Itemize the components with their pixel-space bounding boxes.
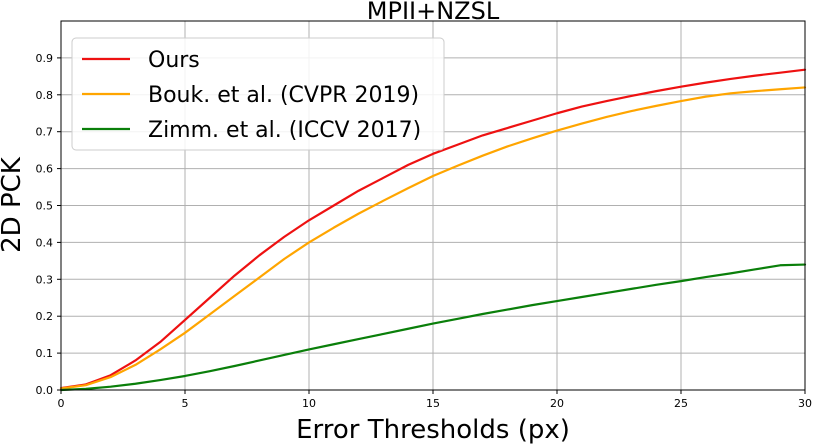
x-tick-label: 30	[798, 397, 812, 410]
x-tick-label: 25	[674, 397, 688, 410]
y-tick-label: 0.5	[36, 200, 54, 213]
legend-label: Ours	[148, 48, 200, 73]
y-tick-label: 0.4	[36, 236, 54, 249]
x-tick-label: 0	[58, 397, 65, 410]
x-tick-label: 10	[302, 397, 316, 410]
series-line-2	[59, 263, 807, 392]
y-tick-label: 0.6	[36, 163, 54, 176]
x-axis-label: Error Thresholds (px)	[296, 415, 570, 444]
y-tick-label: 0.9	[36, 52, 54, 65]
y-tick-label: 0.0	[36, 384, 54, 397]
y-tick-label: 0.1	[36, 347, 54, 360]
axis-ticks: 0 5 10 15 20 25 30 0.0 0.1 0.2 0.3 0.4 0.5 0.6 0.7 0.8 0…	[36, 52, 813, 410]
legend-box	[71, 37, 445, 151]
y-tick-label: 0.2	[36, 310, 54, 323]
y-axis-label: 2D PCK	[0, 156, 27, 253]
series-lines	[59, 68, 807, 392]
y-tick-label: 0.8	[36, 89, 54, 102]
legend-label: Bouk. et al. (CVPR 2019)	[148, 83, 419, 108]
x-tick-label: 5	[182, 397, 189, 410]
y-tick-label: 0.3	[36, 273, 54, 286]
legend-label: Zimm. et al. (ICCV 2017)	[148, 118, 421, 143]
x-tick-label: 15	[426, 397, 440, 410]
series-line-0	[59, 68, 807, 390]
legend: Ours Bouk. et al. (CVPR 2019) Zimm. et al.…	[71, 37, 445, 151]
x-tick-label: 20	[550, 397, 564, 410]
y-tick-label: 0.7	[36, 126, 54, 139]
chart-title: MPII+NZSL	[367, 0, 500, 25]
series-line-1	[59, 86, 807, 390]
